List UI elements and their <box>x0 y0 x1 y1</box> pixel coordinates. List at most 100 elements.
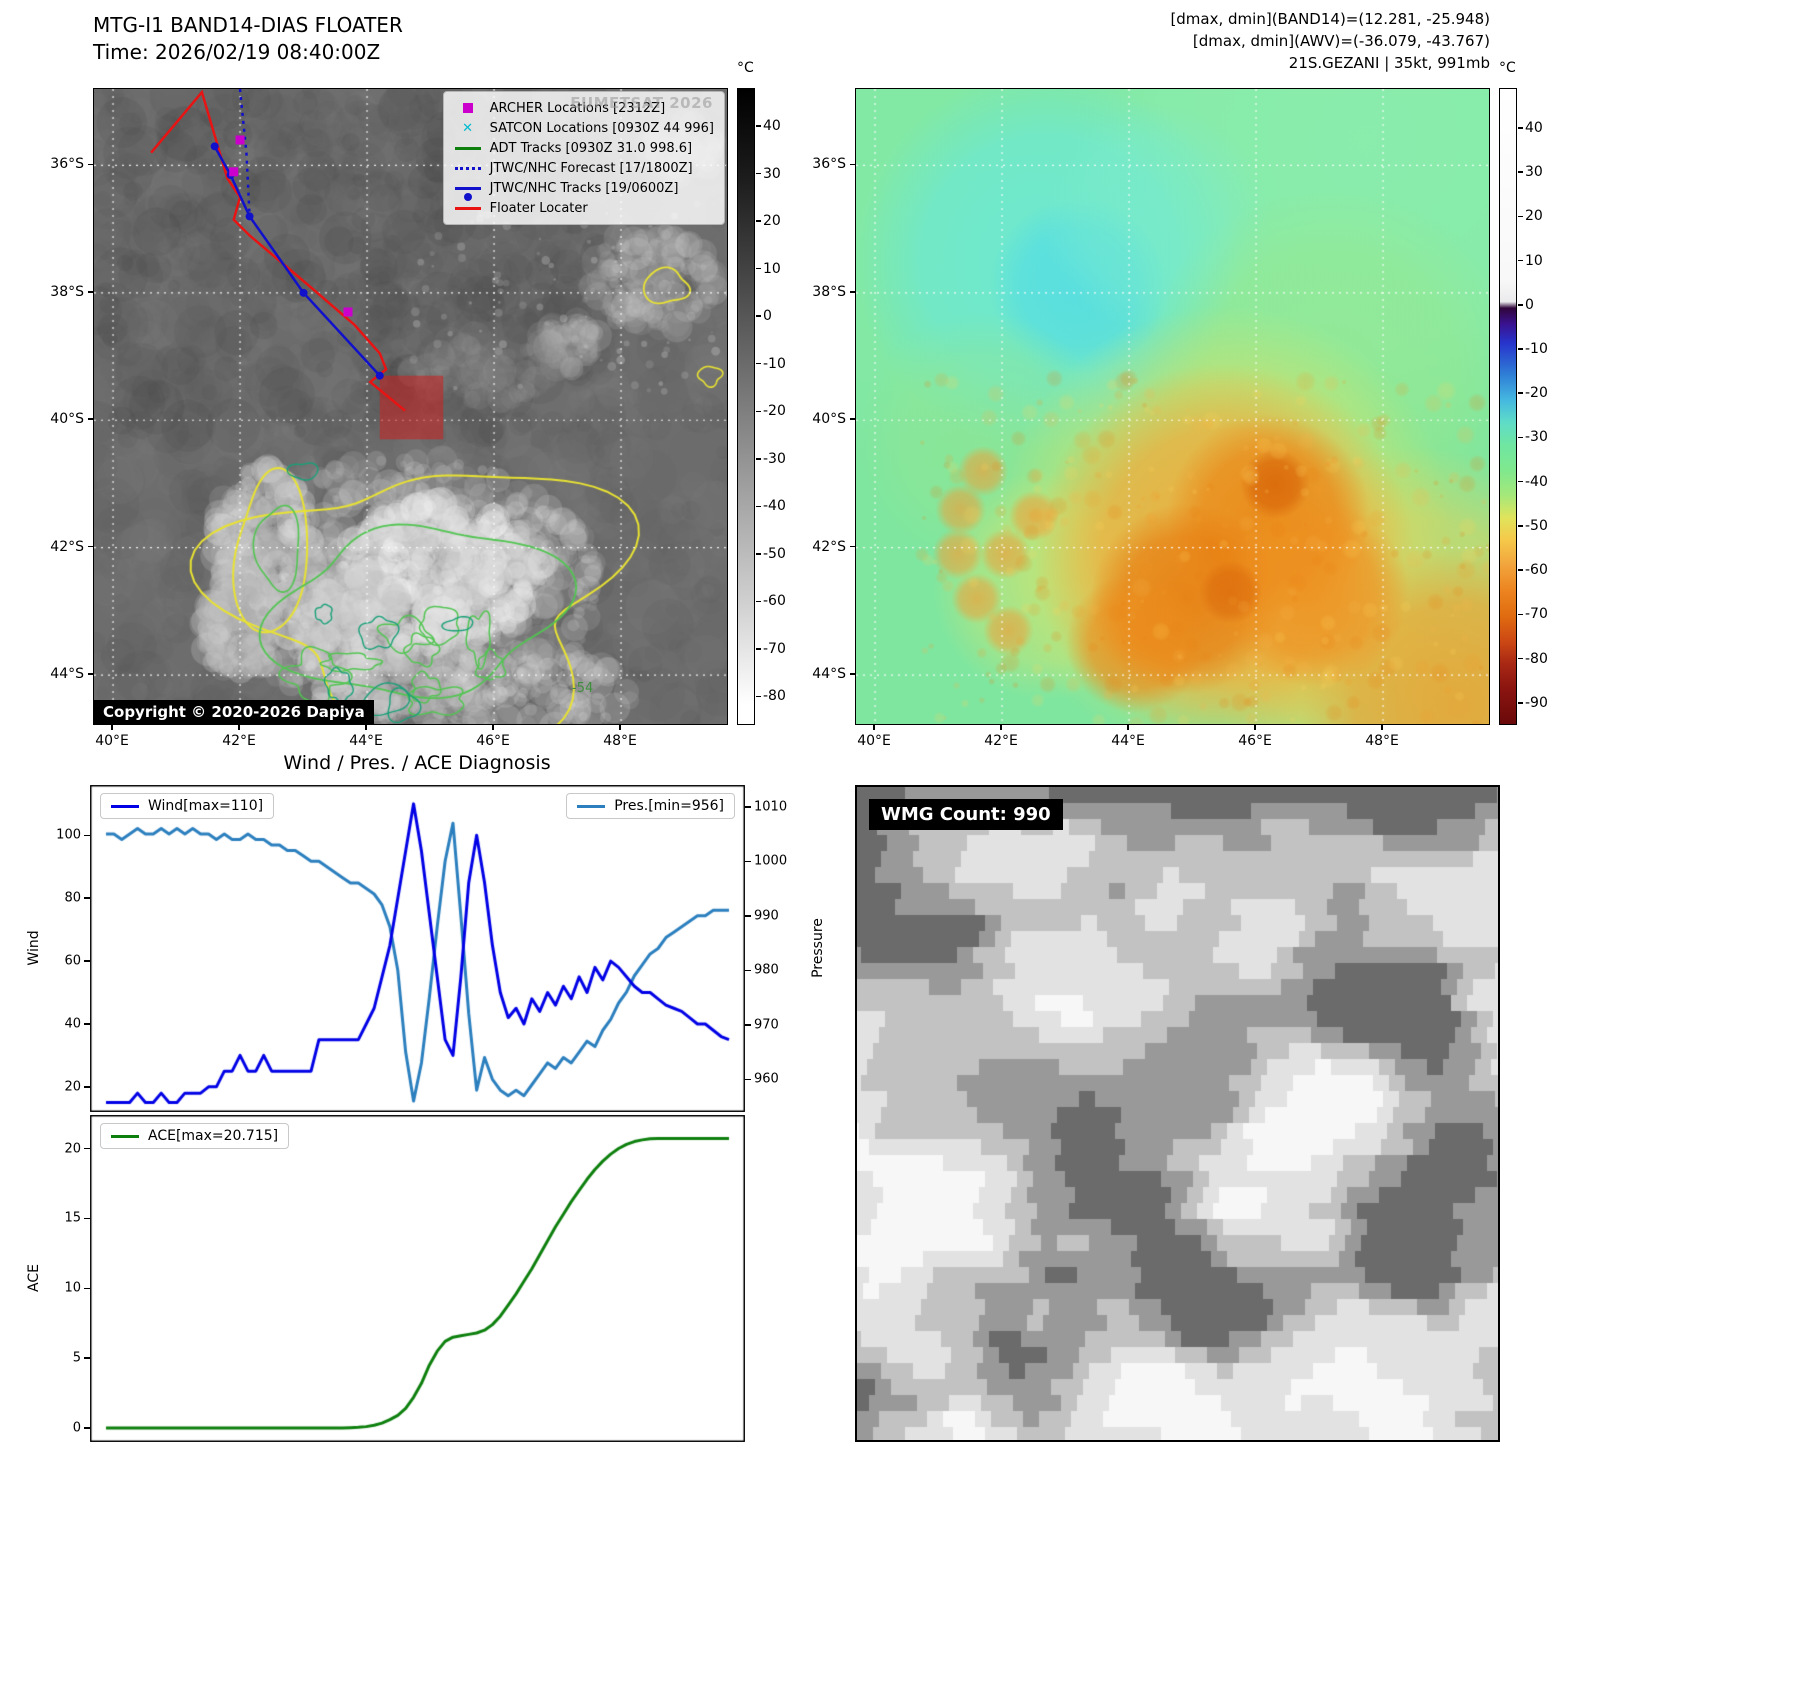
legend-label: JTWC/NHC Forecast [17/1800Z] <box>489 160 693 176</box>
legend-label: JTWC/NHC Tracks [19/0600Z] <box>489 180 679 196</box>
line-marker <box>454 206 482 210</box>
lon-tick-label: 46°E <box>476 733 510 749</box>
legend-item: ✕ SATCON Locations [0930Z 44 996] <box>454 118 714 138</box>
tick-mark <box>745 1078 751 1081</box>
tick-mark <box>756 410 761 412</box>
line-glyph <box>454 206 481 210</box>
alert-box <box>379 375 444 440</box>
square-glyph <box>462 103 473 113</box>
colorbar-tick-label: 20 <box>763 213 781 230</box>
lon-tick-label: 44°E <box>349 733 383 749</box>
legend-label: ADT Tracks [0930Z 31.0 998.6] <box>489 140 693 156</box>
tick-mark <box>850 163 855 166</box>
tick-mark <box>88 545 93 548</box>
tick-mark <box>1518 392 1523 394</box>
colorbar-tick-label: -80 <box>763 688 786 705</box>
colorbar-tick-label: -20 <box>1525 385 1548 402</box>
colorbar-tick-label: 0 <box>1525 296 1534 313</box>
wind-tick-label: 80 <box>64 890 81 906</box>
legend-line-sample <box>111 1134 139 1138</box>
colorbar-tick-label: -50 <box>1525 517 1548 534</box>
colorbar-tick-label: -60 <box>1525 562 1548 579</box>
tick-mark <box>756 695 761 698</box>
legend-label: ARCHER Locations [2312Z] <box>489 100 666 116</box>
colorbar-tick-label: -40 <box>763 498 786 515</box>
tick-mark <box>756 505 761 508</box>
band14-time: Time: 2026/02/19 08:40:00Z <box>93 40 381 64</box>
colorbar-tick-label: -30 <box>763 450 786 467</box>
legend-line-sample <box>111 804 139 808</box>
lon-tick-label: 48°E <box>603 733 637 749</box>
tick-mark <box>1518 525 1523 527</box>
ace-tick-label: 15 <box>64 1210 81 1226</box>
tick-mark <box>84 1287 90 1290</box>
lat-tick-label: 38°S <box>812 283 846 300</box>
tick-mark <box>745 969 751 972</box>
tick-mark <box>88 418 93 420</box>
colorbar-tick-label: -50 <box>763 545 786 562</box>
colorbar-tick-label: 40 <box>763 118 781 135</box>
colorbar-tick-label: 30 <box>763 165 781 182</box>
tick-mark <box>1518 657 1523 660</box>
band14-colorbar-unit: °C <box>737 60 754 76</box>
colorbar-tick-label: 0 <box>763 308 772 325</box>
line-glyph <box>454 186 481 190</box>
contour-label: -54 <box>572 681 594 696</box>
lat-tick-label: 40°S <box>812 411 846 428</box>
lon-tick-label: 44°E <box>1111 733 1145 749</box>
awv-colorbar-unit: °C <box>1499 60 1516 76</box>
tick-mark <box>1518 613 1523 616</box>
colorbar-tick-label: -70 <box>763 640 786 657</box>
tick-mark <box>1518 127 1523 129</box>
tick-mark <box>1127 725 1129 730</box>
legend-label: Floater Locater <box>489 200 588 216</box>
tick-mark <box>756 553 761 555</box>
tick-mark <box>111 725 113 730</box>
tick-mark <box>1518 259 1523 262</box>
tick-mark <box>756 172 761 175</box>
lat-tick-label: 44°S <box>812 666 846 683</box>
tick-mark <box>1518 304 1523 306</box>
jtwc-track <box>213 145 381 377</box>
lat-tick-label: 36°S <box>812 156 846 173</box>
pressure-legend: Pres.[min=956] <box>566 793 735 819</box>
colorbar-tick-label: 10 <box>1525 252 1543 269</box>
legend-item: JTWC/NHC Forecast [17/1800Z] <box>454 158 714 178</box>
ace-chart: ACE[max=20.715] <box>90 1115 745 1442</box>
archer-point <box>229 167 239 177</box>
wmg-count-label: WMG Count: 990 <box>869 799 1063 830</box>
tick-mark <box>619 725 621 730</box>
wmg-mosaic-canvas <box>857 787 1498 1440</box>
colorbar-tick-label: -70 <box>1525 606 1548 623</box>
lon-tick-label: 42°E <box>222 733 256 749</box>
pressure-tick-label: 1000 <box>754 853 788 869</box>
tick-mark <box>1254 725 1256 730</box>
line-glyph <box>454 166 481 170</box>
tick-mark <box>850 673 855 675</box>
wmg-panel: WMG Count: 990 <box>855 785 1500 1442</box>
tick-mark <box>88 163 93 166</box>
pressure-tick-label: 980 <box>754 962 779 978</box>
dmax-dmin-band14: [dmax, dmin](BAND14)=(12.281, -25.948) <box>1170 10 1490 28</box>
colorbar-tick-label: 10 <box>763 260 781 277</box>
storm-status: 21S.GEZANI | 35kt, 991mb <box>1288 54 1490 72</box>
wind-legend: Wind[max=110] <box>100 793 275 819</box>
jtwc-track-point <box>375 371 384 380</box>
square-marker <box>454 103 482 113</box>
colorbar-tick-label: 40 <box>1525 119 1543 136</box>
tick-mark <box>1518 702 1523 704</box>
tick-mark <box>1381 725 1383 730</box>
tick-mark <box>873 725 875 730</box>
wind-pressure-chart: Wind[max=110] Pres.[min=956] <box>90 785 745 1112</box>
diagnosis-title: Wind / Pres. / ACE Diagnosis <box>283 752 551 774</box>
lat-tick-label: 38°S <box>50 283 84 300</box>
tick-mark <box>756 362 761 365</box>
jtwc-track-point <box>299 288 308 297</box>
ace-legend: ACE[max=20.715] <box>100 1123 290 1149</box>
colorbar-tick-label: -90 <box>1525 694 1548 711</box>
colorbar-tick-label: -10 <box>1525 340 1548 357</box>
dmax-dmin-awv: [dmax, dmin](AWV)=(-36.079, -43.767) <box>1192 32 1490 50</box>
map-legend: ARCHER Locations [2312Z] ✕ SATCON Location… <box>442 91 725 225</box>
tick-mark <box>850 545 855 548</box>
